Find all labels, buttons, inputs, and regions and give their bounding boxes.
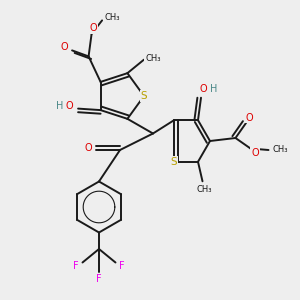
Text: O: O	[61, 42, 68, 52]
Text: O: O	[200, 84, 207, 94]
Text: CH₃: CH₃	[105, 13, 120, 22]
Text: O: O	[245, 112, 253, 123]
Text: H: H	[210, 84, 217, 94]
Text: O: O	[251, 148, 259, 158]
Text: O: O	[89, 23, 97, 34]
Text: O: O	[66, 101, 74, 111]
Text: CH₃: CH₃	[145, 54, 161, 63]
Text: F: F	[73, 261, 79, 271]
Text: F: F	[119, 261, 125, 271]
Text: F: F	[96, 274, 102, 284]
Text: O: O	[85, 142, 92, 153]
Text: CH₃: CH₃	[272, 146, 288, 154]
Text: S: S	[171, 157, 177, 167]
Text: S: S	[141, 91, 147, 101]
Text: H: H	[56, 101, 63, 111]
Text: CH₃: CH₃	[196, 185, 212, 194]
